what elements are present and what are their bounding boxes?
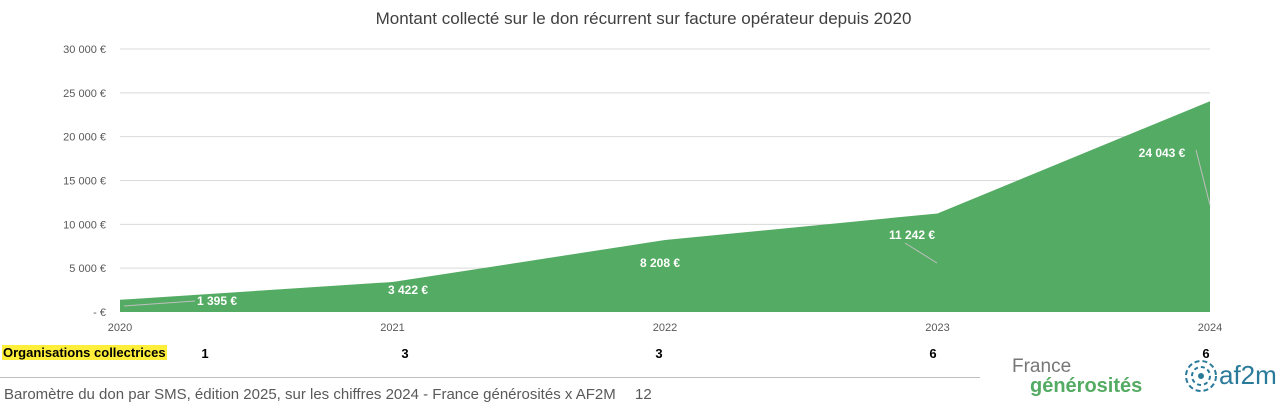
org-count: 1	[201, 346, 209, 361]
area-series	[120, 101, 1210, 313]
chart-title: Montant collecté sur le don récurrent su…	[375, 9, 912, 28]
data-label: 8 208 €	[640, 256, 680, 270]
data-label: 3 422 €	[388, 283, 428, 297]
x-tick-label: 2024	[1198, 322, 1222, 334]
y-tick-label: 5 000 €	[69, 263, 106, 275]
x-tick-label: 2023	[925, 322, 949, 334]
y-tick-label: 15 000 €	[63, 176, 106, 188]
x-tick-label: 2022	[653, 322, 677, 334]
data-label: 11 242 €	[889, 228, 935, 242]
y-tick-label: 25 000 €	[63, 88, 106, 100]
y-tick-label: - €	[93, 307, 106, 319]
x-tick-label: 2020	[108, 322, 132, 334]
org-count: 3	[655, 346, 663, 361]
leader-line	[123, 300, 196, 307]
af2m-logo: af2m	[1183, 356, 1283, 401]
org-count: 3	[401, 346, 409, 361]
footer-divider	[0, 377, 980, 378]
x-tick-label: 2021	[380, 322, 404, 334]
y-tick-label: 10 000 €	[63, 219, 106, 231]
data-label: 1 395 €	[197, 294, 237, 308]
org-count: 6	[929, 346, 937, 361]
leader-line	[1195, 149, 1211, 206]
y-tick-label: 20 000 €	[63, 132, 106, 144]
data-label: 24 043 €	[1139, 146, 1186, 160]
y-tick-label: 30 000 €	[63, 44, 106, 56]
footer-text: Baromètre du don par SMS, édition 2025, …	[4, 386, 616, 403]
leader-line	[904, 242, 938, 264]
svg-text:af2m: af2m	[1219, 360, 1277, 390]
organisations-label: Organisations collectrices	[2, 345, 167, 360]
area-chart: - € 5 000 € 10 000 € 15 000 € 20 000 € 25 000…	[63, 44, 1222, 334]
page-number: 12	[635, 386, 652, 403]
france-generosites-logo: France générosités	[1012, 356, 1143, 397]
org-count: 6	[1202, 346, 1210, 361]
